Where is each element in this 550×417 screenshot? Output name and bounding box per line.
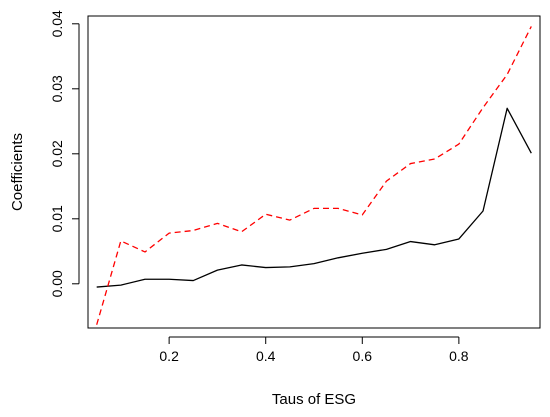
- y-tick-label: 0.04: [49, 10, 65, 37]
- x-axis: 0.2 0.4 0.6 0.8: [159, 336, 469, 364]
- x-tick-label: 0.2: [159, 348, 179, 364]
- y-tick-label: 0.02: [49, 140, 65, 167]
- y-tick-label: 0.03: [49, 75, 65, 102]
- x-axis-title: Taus of ESG: [272, 391, 356, 408]
- plot-frame: [87, 15, 541, 329]
- series-line-dashed: [96, 26, 532, 325]
- y-axis: 0.00 0.01 0.02 0.03 0.04: [49, 10, 80, 297]
- series-line-solid: [96, 107, 532, 288]
- x-tick-label: 0.4: [256, 348, 276, 364]
- series-layer: [96, 26, 532, 325]
- y-tick-label: 0.00: [49, 270, 65, 297]
- x-tick-label: 0.8: [449, 348, 469, 364]
- y-tick-label: 0.01: [49, 205, 65, 232]
- x-tick-label: 0.6: [353, 348, 373, 364]
- y-axis-title: Coefficients: [9, 133, 26, 211]
